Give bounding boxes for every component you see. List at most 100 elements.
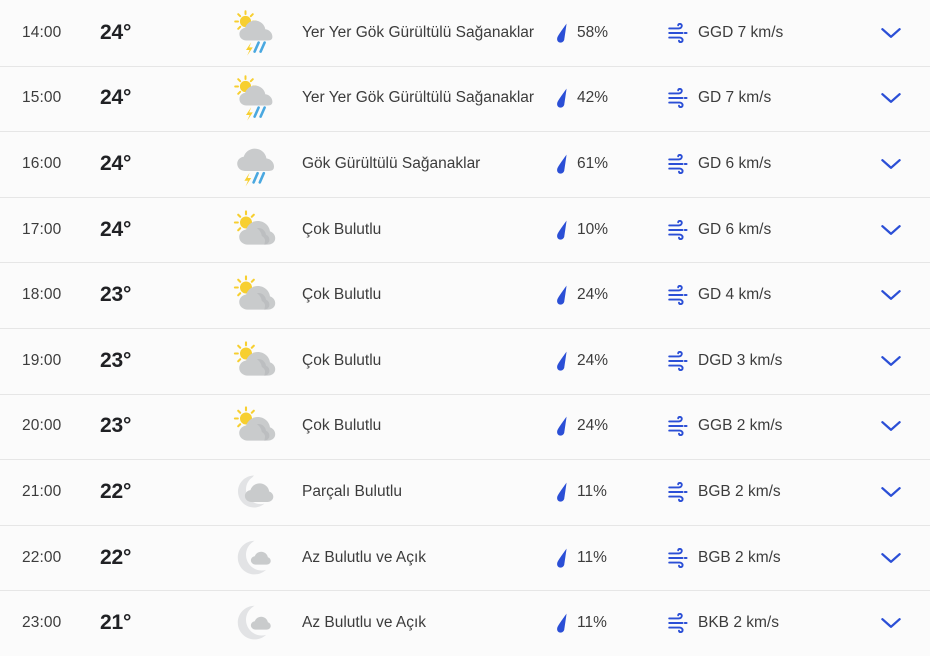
precipitation-value: 42%: [577, 89, 609, 107]
forecast-temperature: 23°: [100, 348, 132, 372]
forecast-time: 16:00: [22, 154, 62, 172]
expand-row-button[interactable]: [852, 26, 930, 40]
wind-cell: BGB 2 km/s: [667, 547, 852, 568]
wind-value: GGB 2 km/s: [698, 417, 783, 435]
wind-icon: [668, 613, 688, 634]
sun-cloud-thunderstorm-rain-icon: [234, 75, 273, 121]
wind-value: GGD 7 km/s: [698, 23, 784, 41]
forecast-temperature: 21°: [100, 611, 132, 635]
wind-icon: [668, 416, 688, 437]
forecast-row[interactable]: 21:00 22° Parçalı Bulutlu 11% BGB 2 km/s: [0, 459, 930, 525]
forecast-condition-label: Gök Gürültülü Sağanaklar: [302, 154, 481, 172]
moon-cloud-few-icon: [237, 605, 271, 640]
chevron-down-icon: [881, 421, 901, 432]
wind-icon: [668, 547, 688, 568]
forecast-row[interactable]: 14:00 24° Yer Yer Gök Gürültülü Sağanakla…: [0, 0, 930, 66]
chevron-down-icon: [881, 355, 901, 366]
wind-icon: [668, 350, 688, 371]
chevron-down-icon: [881, 27, 901, 38]
sun-cloud-thunderstorm-rain-icon: [234, 9, 273, 56]
forecast-row[interactable]: 16:00 24° Gök Gürültülü Sağanaklar 61% GD…: [0, 131, 930, 197]
raindrop-icon: [557, 351, 567, 371]
expand-row-button[interactable]: [852, 157, 930, 171]
forecast-condition-label: Az Bulutlu ve Açık: [302, 614, 427, 632]
forecast-time: 17:00: [22, 220, 62, 238]
precipitation-value: 11%: [577, 482, 607, 500]
wind-icon: [668, 153, 688, 174]
weather-condition-icon-cell: [220, 469, 290, 515]
forecast-row[interactable]: 18:00 23° Çok Bulutlu 24% GD 4 km/s: [0, 262, 930, 328]
chevron-down-icon: [881, 487, 901, 497]
forecast-row[interactable]: 20:00 23° Çok Bulutlu 24% GGB 2 km/: [0, 393, 930, 460]
forecast-temperature: 23°: [100, 283, 132, 307]
raindrop-icon: [557, 613, 567, 633]
forecast-condition-label: Çok Bulutlu: [302, 286, 382, 304]
expand-row-button[interactable]: [852, 91, 930, 105]
forecast-temperature: 22°: [100, 479, 132, 503]
precipitation-value: 24%: [577, 417, 609, 435]
chevron-down-icon: [881, 93, 901, 104]
forecast-row[interactable]: 17:00 24° Çok Bulutlu 10% GD 6 km/s: [0, 196, 930, 263]
expand-row-button[interactable]: [852, 223, 930, 237]
wind-icon: [668, 22, 688, 43]
forecast-condition-label: Yer Yer Gök Gürültülü Sağanaklar: [302, 23, 535, 41]
forecast-row[interactable]: 15:00 24° Yer Yer Gök Gürültülü Sağanakla…: [0, 65, 930, 132]
precipitation-cell: 24%: [555, 350, 667, 372]
precipitation-value: 11%: [577, 614, 607, 632]
weather-condition-icon-cell: [220, 535, 290, 581]
precipitation-value: 58%: [577, 23, 609, 41]
weather-condition-icon-cell: [220, 272, 290, 318]
expand-row-button[interactable]: [852, 288, 930, 302]
forecast-temperature: 24°: [100, 20, 132, 44]
sun-cloud-icon: [233, 341, 276, 376]
wind-cell: BKB 2 km/s: [667, 613, 852, 634]
forecast-temperature: 24°: [100, 86, 132, 110]
wind-cell: GD 4 km/s: [667, 285, 852, 306]
wind-cell: GGD 7 km/s: [667, 22, 852, 43]
sun-cloud-icon: [233, 275, 276, 310]
cloud-thunderstorm-rain-icon: [237, 148, 274, 187]
wind-value: GD 6 km/s: [698, 154, 772, 172]
precipitation-cell: 11%: [555, 481, 667, 503]
forecast-row[interactable]: 22:00 22° Az Bulutlu ve Açık 11% BGB 2 km…: [0, 524, 930, 591]
raindrop-icon: [557, 154, 567, 174]
expand-row-button[interactable]: [852, 551, 930, 565]
moon-cloud-partly-icon: [238, 475, 274, 508]
wind-cell: BGB 2 km/s: [667, 481, 852, 502]
wind-value: BGB 2 km/s: [698, 482, 781, 500]
wind-cell: DGD 3 km/s: [667, 350, 852, 371]
wind-value: BGB 2 km/s: [698, 548, 781, 566]
raindrop-icon: [557, 285, 567, 305]
wind-value: DGD 3 km/s: [698, 351, 783, 369]
raindrop-icon: [557, 482, 567, 502]
precipitation-cell: 10%: [555, 219, 667, 241]
forecast-condition-label: Çok Bulutlu: [302, 220, 382, 238]
raindrop-icon: [557, 88, 567, 108]
precipitation-value: 11%: [577, 548, 607, 566]
expand-row-button[interactable]: [852, 485, 930, 499]
wind-cell: GD 7 km/s: [667, 88, 852, 109]
forecast-temperature: 23°: [100, 414, 132, 438]
precipitation-cell: 58%: [555, 22, 667, 44]
wind-icon: [668, 285, 688, 306]
forecast-row[interactable]: 19:00 23° Çok Bulutlu 24% DGD 3 km/: [0, 327, 930, 394]
expand-row-button[interactable]: [852, 354, 930, 368]
precipitation-value: 24%: [577, 351, 609, 369]
forecast-time: 23:00: [22, 614, 62, 632]
wind-icon: [668, 481, 688, 502]
wind-icon: [668, 88, 688, 109]
chevron-down-icon: [881, 618, 901, 629]
forecast-temperature: 22°: [100, 545, 132, 569]
chevron-down-icon: [881, 159, 901, 169]
forecast-condition-label: Parçalı Bulutlu: [302, 482, 402, 500]
raindrop-icon: [557, 416, 567, 436]
weather-condition-icon-cell: [220, 141, 290, 187]
wind-value: GD 6 km/s: [698, 220, 772, 238]
precipitation-cell: 42%: [555, 87, 667, 109]
precipitation-cell: 11%: [555, 612, 667, 634]
forecast-row[interactable]: 23:00 21° Az Bulutlu ve Açık 11% BKB 2 km…: [0, 590, 930, 656]
expand-row-button[interactable]: [852, 616, 930, 630]
expand-row-button[interactable]: [852, 419, 930, 433]
chevron-down-icon: [881, 552, 901, 563]
